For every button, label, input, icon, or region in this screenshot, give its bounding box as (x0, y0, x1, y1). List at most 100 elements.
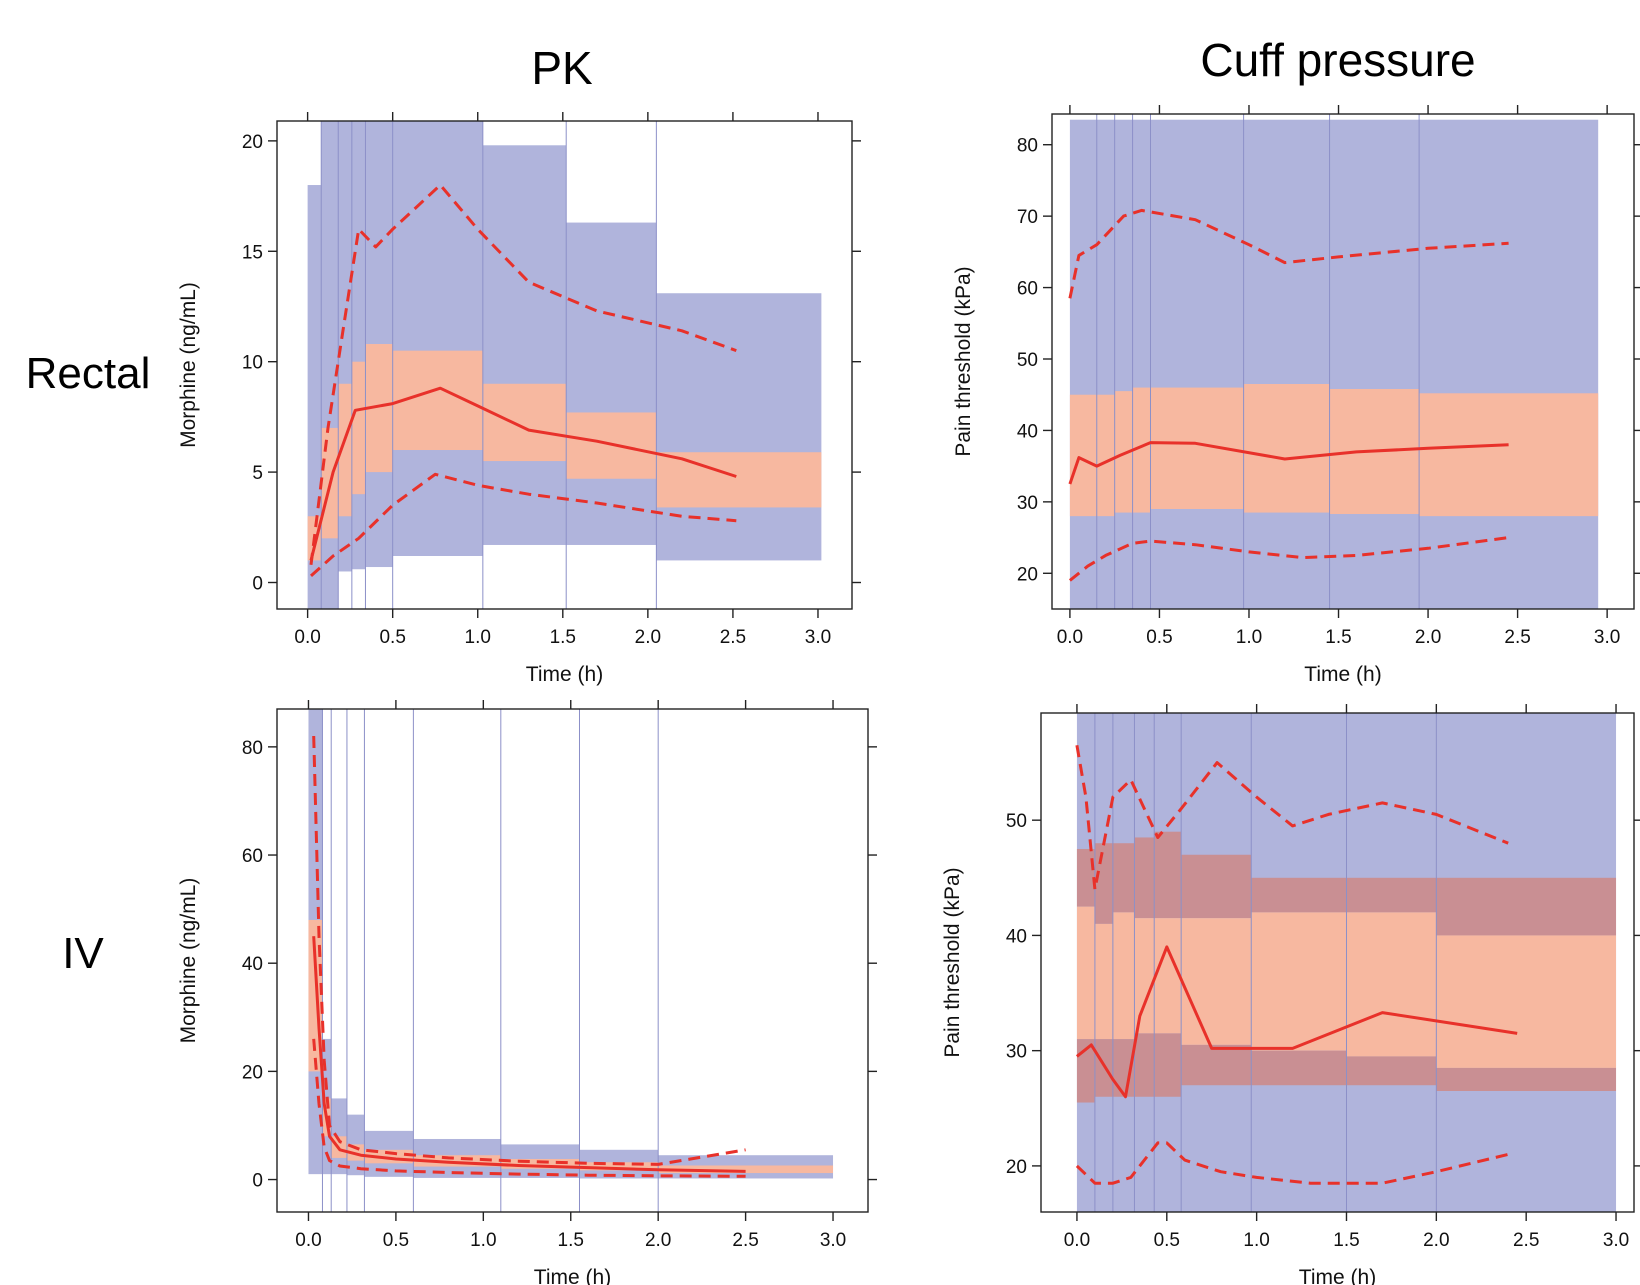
observed-percentile-line (1068, 208, 1509, 299)
y-tick-label: 40 (242, 954, 263, 975)
x-tick-label: 2.0 (1423, 1230, 1449, 1251)
upper-interval-bin (1181, 854, 1252, 919)
outer-interval-bin (1329, 119, 1420, 609)
y-tick-label: 30 (1017, 493, 1038, 514)
y-tick-label: 0 (252, 574, 263, 595)
y-axis-title: Pain threshold (kPa) (941, 867, 964, 1057)
y-tick-label: 80 (242, 738, 263, 759)
x-tick-label: 1.0 (470, 1230, 496, 1251)
y-tick-label: 20 (1006, 1157, 1027, 1178)
y-tick-label: 15 (242, 242, 263, 263)
outer-interval-bin (1114, 119, 1133, 609)
outer-interval-bin (1132, 119, 1151, 609)
median-interval-bin (1243, 384, 1330, 513)
median-interval-bin (1069, 394, 1097, 517)
upper-interval-bin (1076, 848, 1095, 907)
median-interval-bin (1346, 912, 1437, 1057)
x-tick-label: 1.0 (465, 627, 491, 648)
upper-interval-bin (1251, 877, 1347, 913)
median-interval-bin (482, 383, 567, 462)
outer-interval-bin (1150, 119, 1244, 609)
y-tick-label: 5 (252, 463, 263, 484)
plot-area (308, 709, 834, 1212)
upper-interval-bin (1346, 877, 1437, 913)
median-interval-bin (656, 452, 822, 508)
outer-interval-bin (351, 121, 366, 570)
x-tick-label: 1.5 (1333, 1230, 1359, 1251)
y-tick-label: 60 (242, 846, 263, 867)
plot-frame (1040, 712, 1635, 1213)
plot-frame (276, 120, 853, 610)
x-tick-label: 3.0 (1603, 1230, 1629, 1251)
x-tick-label: 0.5 (1146, 627, 1172, 648)
median-interval-bin (1114, 391, 1133, 513)
x-tick-label: 2.0 (1415, 627, 1441, 648)
x-axis-title: Time (h) (1299, 1266, 1376, 1285)
x-tick-label: 2.5 (720, 627, 746, 648)
outer-interval-bin (1096, 119, 1115, 609)
lower-interval-bin (1181, 1044, 1252, 1086)
median-interval-bin (1132, 387, 1151, 513)
plot-area (307, 121, 822, 609)
y-tick-label: 20 (242, 132, 263, 153)
outer-interval-bin (1243, 119, 1330, 609)
median-interval-bin (1076, 906, 1095, 1040)
row-label-iv: IV (62, 929, 104, 978)
y-tick-label: 50 (1017, 350, 1038, 371)
observed-percentile-line (1075, 1141, 1509, 1185)
x-axis-title: Time (h) (1304, 663, 1381, 686)
upper-interval-bin (1134, 837, 1155, 919)
upper-interval-bin (1112, 843, 1135, 913)
row-label-rectal: Rectal (26, 349, 151, 398)
lower-interval-bin (1436, 1067, 1617, 1091)
lower-interval-bin (1076, 1039, 1095, 1103)
y-tick-label: 70 (1017, 207, 1038, 228)
median-interval-bin (1251, 912, 1347, 1051)
observed-median-line (312, 936, 746, 1173)
median-interval-bin (351, 361, 366, 495)
plot-frame (1051, 113, 1635, 610)
x-tick-label: 1.5 (1325, 627, 1351, 648)
x-tick-label: 0.0 (1064, 1230, 1090, 1251)
observed-percentile-line (312, 1038, 746, 1178)
outer-interval-bin (392, 121, 483, 557)
observed-median-line (1068, 441, 1509, 485)
x-tick-label: 0.0 (295, 1230, 321, 1251)
x-tick-label: 1.0 (1243, 1230, 1269, 1251)
median-interval-bin (1112, 912, 1135, 1040)
observed-median-line (1075, 945, 1518, 1099)
x-tick-label: 0.0 (1057, 627, 1083, 648)
x-tick-label: 3.0 (805, 627, 831, 648)
y-tick-label: 40 (1017, 421, 1038, 442)
x-tick-label: 3.0 (1594, 627, 1620, 648)
y-tick-label: 0 (252, 1171, 263, 1192)
outer-interval-bin (566, 222, 657, 545)
median-interval-bin (1154, 918, 1182, 1034)
median-interval-bin (658, 1165, 834, 1174)
lower-interval-bin (1154, 1033, 1182, 1097)
x-tick-label: 0.5 (1154, 1230, 1180, 1251)
column-title-cuff-pressure: Cuff pressure (1200, 34, 1475, 86)
x-tick-label: 2.0 (645, 1230, 671, 1251)
median-interval-bin (579, 1162, 659, 1171)
x-tick-label: 1.5 (550, 627, 576, 648)
median-interval-bin (500, 1158, 580, 1169)
median-interval-bin (1096, 394, 1115, 517)
outer-interval-bin (656, 293, 822, 561)
panel-pk-iv: 0.0 0.5 1.0 1.5 2.0 2.5 3.0 0 20 40 60 80 Time (h) Mo… (177, 700, 877, 1285)
x-tick-label: 1.0 (1236, 627, 1262, 648)
observed-percentile-line (312, 735, 746, 1166)
panel-pk-rectal: 0.0 0.5 1.0 1.5 2.0 2.5 3.0 0 5 10 15 20 Time (h) Mor… (177, 112, 861, 686)
x-tick-label: 1.5 (558, 1230, 584, 1251)
lower-interval-bin (1251, 1050, 1347, 1086)
x-tick-label: 0.0 (294, 627, 320, 648)
observed-percentile-line (309, 472, 737, 578)
x-tick-label: 2.5 (732, 1230, 758, 1251)
median-interval-bin (1436, 935, 1617, 1068)
y-tick-label: 10 (242, 353, 263, 374)
panel-cuff-rectal: 0.0 0.5 1.0 1.5 2.0 2.5 3.0 20 30 40 50 60 70 80 Time … (952, 105, 1640, 686)
x-tick-label: 2.0 (635, 627, 661, 648)
y-tick-label: 80 (1017, 136, 1038, 157)
x-axis-title: Time (h) (526, 663, 603, 686)
y-tick-label: 20 (242, 1062, 263, 1083)
